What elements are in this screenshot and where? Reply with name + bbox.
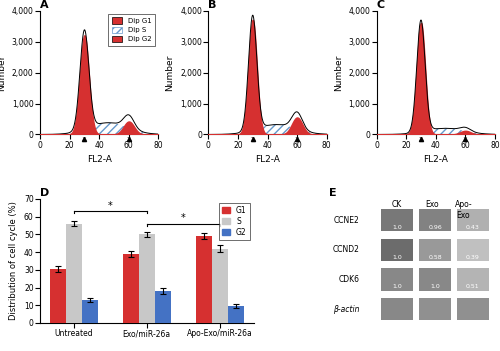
Bar (155, 291, 171, 323)
Bar (139, 234, 155, 323)
X-axis label: FL2-A: FL2-A (424, 155, 448, 164)
Bar (457, 298, 488, 320)
Y-axis label: Number: Number (334, 54, 343, 91)
Text: 0.43: 0.43 (466, 225, 480, 230)
Bar (50, 269, 66, 323)
Text: CDK6: CDK6 (338, 275, 359, 284)
Legend: Dip G1, Dip S, Dip G2: Dip G1, Dip S, Dip G2 (108, 14, 155, 46)
Bar (196, 236, 212, 323)
Text: 0.96: 0.96 (428, 225, 442, 230)
Text: Exo: Exo (425, 200, 438, 209)
Y-axis label: Number: Number (166, 54, 174, 91)
Text: 1.0: 1.0 (392, 225, 402, 230)
Bar (419, 298, 451, 320)
Text: *: * (181, 213, 186, 223)
Text: CK: CK (392, 200, 402, 209)
X-axis label: FL2-A: FL2-A (255, 155, 280, 164)
Bar (122, 254, 139, 323)
Text: 0.39: 0.39 (466, 255, 480, 260)
Bar (419, 239, 451, 261)
Text: 1.0: 1.0 (392, 284, 402, 290)
Bar (382, 298, 413, 320)
Text: E: E (329, 188, 337, 198)
Text: 0.51: 0.51 (466, 284, 479, 290)
Text: *: * (108, 201, 112, 211)
Legend: G1, S, G2: G1, S, G2 (220, 203, 250, 240)
Bar (66, 224, 82, 323)
Text: β-actin: β-actin (332, 305, 359, 314)
Text: 1.0: 1.0 (392, 255, 402, 260)
Bar (457, 239, 488, 261)
X-axis label: FL2-A: FL2-A (87, 155, 112, 164)
Text: 1.0: 1.0 (430, 284, 440, 290)
Bar (212, 249, 228, 323)
Text: 0.58: 0.58 (428, 255, 442, 260)
Bar (419, 269, 451, 291)
Text: D: D (40, 188, 49, 198)
Bar (382, 269, 413, 291)
Text: C: C (376, 0, 384, 10)
Text: Apo-
Exo: Apo- Exo (454, 200, 472, 220)
Bar (457, 269, 488, 291)
Bar (382, 209, 413, 231)
Text: CCNE2: CCNE2 (334, 216, 359, 225)
Bar (82, 300, 98, 323)
Bar (457, 209, 488, 231)
Y-axis label: Distribution of cell cycle (%): Distribution of cell cycle (%) (10, 201, 18, 320)
Text: A: A (40, 0, 48, 10)
Bar (228, 306, 244, 323)
Text: B: B (208, 0, 216, 10)
Y-axis label: Number: Number (0, 54, 6, 91)
Text: CCND2: CCND2 (332, 245, 359, 254)
Bar (419, 209, 451, 231)
Bar (382, 239, 413, 261)
